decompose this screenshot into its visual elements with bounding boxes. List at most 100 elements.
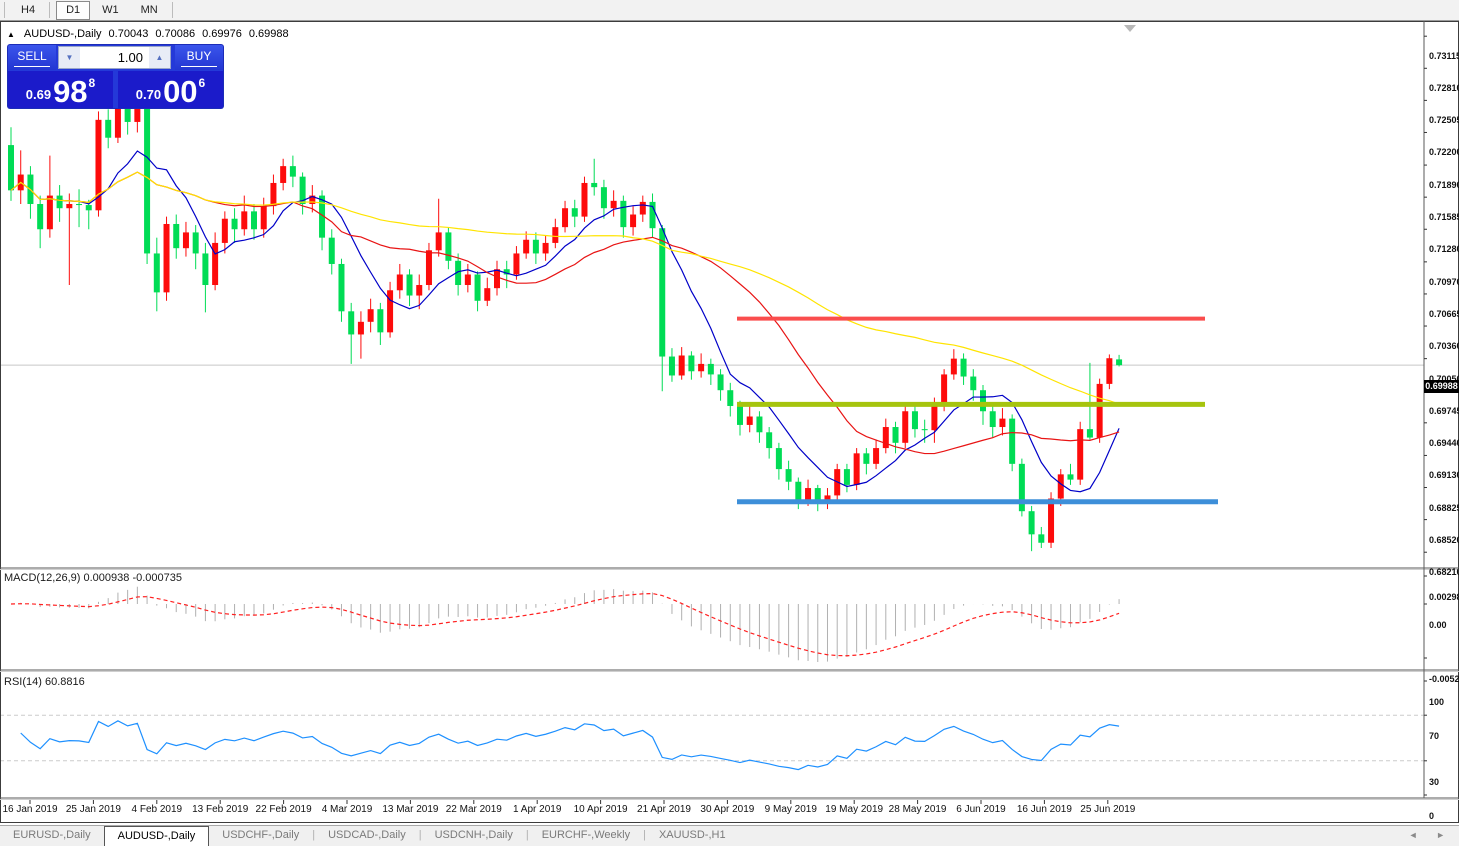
rsi-axis-label: 100: [1429, 697, 1445, 707]
moving-average-line: [10, 171, 1120, 405]
date-axis-label: 1 Apr 2019: [513, 804, 562, 815]
chart-tab-eurusd[interactable]: EURUSD-,Daily: [13, 829, 91, 841]
chart-border: [0, 21, 1459, 823]
buy-price-base: 0.70: [135, 87, 162, 102]
price-axis-label: 0.71890: [1429, 180, 1459, 191]
date-axis-label: 25 Jun 2019: [1080, 804, 1136, 815]
tab-separator: |: [418, 829, 422, 841]
chart-tab-bar: EURUSD-,Daily AUDUSD-,Daily USDCHF-,Daily |…: [0, 825, 1459, 846]
date-axis-label: 21 Apr 2019: [637, 804, 691, 815]
sell-price-display[interactable]: 0.69 98 8: [8, 71, 113, 108]
rsi-axis-label: 70: [1429, 731, 1440, 742]
price-axis-label: 0.72200: [1429, 147, 1459, 158]
date-axis-label: 19 May 2019: [825, 804, 884, 815]
date-axis-label: 10 Apr 2019: [573, 804, 628, 815]
candles-layer: [8, 95, 1123, 552]
sell-price-base: 0.69: [25, 87, 52, 102]
rsi-axis-label: 0: [1429, 811, 1435, 821]
date-axis-label: 25 Jan 2019: [65, 804, 121, 815]
sell-button-label: SELL: [17, 49, 47, 63]
buy-price-big: 00: [163, 74, 198, 109]
macd-value: 0.000938: [83, 572, 130, 584]
price-axis-label: 0.70360: [1429, 341, 1459, 352]
price-axis-label: 0.69745: [1429, 405, 1459, 416]
chart-tab-usdchf[interactable]: USDCHF-,Daily: [222, 829, 300, 841]
rsi-name: RSI(14): [4, 676, 42, 688]
toolbar-separator: [4, 2, 5, 18]
scroll-to-end-marker[interactable]: [1124, 25, 1136, 32]
macd-axis-label: 0.002984: [1429, 592, 1459, 602]
date-axis-label: 13 Feb 2019: [192, 804, 249, 815]
ohlc-high: 0.70086: [155, 28, 196, 40]
price-axis-label: 0.72810: [1429, 83, 1459, 94]
tab-scroll-arrows[interactable]: ◄ ►: [1408, 830, 1453, 840]
price-axis-label: 0.71585: [1429, 212, 1459, 223]
sell-price-big: 98: [53, 74, 88, 109]
date-axis-label: 6 Jun 2019: [956, 804, 1006, 815]
macd-signal-value: -0.000735: [132, 572, 182, 584]
moving-average-line: [10, 150, 1120, 493]
price-axis-label: 0.68210: [1429, 567, 1459, 578]
date-axis-label: 22 Mar 2019: [445, 804, 502, 815]
tab-separator: |: [643, 829, 646, 841]
price-axis-label: 0.69130: [1429, 470, 1459, 481]
chart-tab-eurchf[interactable]: EURCHF-,Weekly: [541, 829, 631, 841]
chart-surface[interactable]: [0, 21, 1459, 825]
lot-decrease-button[interactable]: ▼: [59, 47, 80, 68]
sell-price-sup: 8: [88, 76, 96, 90]
date-axis-label: 30 Apr 2019: [700, 804, 755, 815]
price-axis-label: 0.71280: [1429, 244, 1459, 255]
one-click-trading-panel: SELL ▼ ▲ BUY 0.69 98 8 0.70: [8, 45, 223, 108]
date-axis-label: 28 May 2019: [888, 804, 947, 815]
macd-name: MACD(12,26,9): [4, 572, 81, 584]
tab-separator: |: [525, 829, 529, 841]
buy-price-display[interactable]: 0.70 00 6: [118, 71, 223, 108]
price-axis-label: 0.70050: [1429, 373, 1459, 384]
price-axis-label: 0.70665: [1429, 308, 1459, 319]
chart-tab-audusd[interactable]: AUDUSD-,Daily: [103, 826, 210, 846]
rsi-value: 60.8816: [44, 676, 85, 688]
sell-button[interactable]: SELL: [8, 45, 56, 70]
timeframe-button-mn[interactable]: MN: [140, 3, 158, 16]
ohlc-low: 0.69976: [202, 28, 242, 40]
symbol-title: AUDUSD-,Daily: [23, 28, 102, 40]
chart-tab-usdcad[interactable]: USDCAD-,Daily: [328, 829, 406, 841]
chart-region: ▲ AUDUSD-,Daily 0.70043 0.70086 0.69976 …: [0, 21, 1459, 825]
macd-pane: [10, 586, 1120, 662]
date-axis-label: 22 Feb 2019: [255, 804, 312, 815]
price-axis-label: 0.73115: [1429, 51, 1459, 62]
buy-button[interactable]: BUY: [175, 45, 223, 70]
macd-axis-label: 0.00: [1429, 620, 1447, 630]
timeframe-button-d1[interactable]: D1: [56, 0, 91, 20]
date-axis-label: 16 Jan 2019: [2, 804, 58, 815]
timeframe-toolbar: H4 D1 W1 MN: [0, 0, 1459, 21]
buy-underline: [181, 66, 217, 67]
toolbar-separator: [49, 2, 51, 18]
macd-label: MACD(12,26,9) 0.000938 -0.000735: [4, 572, 182, 584]
trade-panel-top-row: SELL ▼ ▲ BUY: [8, 45, 223, 70]
chart-tab-usdcnh[interactable]: USDCNH-,Daily: [434, 829, 513, 841]
bid-price-tag: 0.69988: [1424, 380, 1459, 394]
chart-tab-xauusd[interactable]: XAUUSD-,H1: [658, 829, 726, 841]
rsi-label: RSI(14) 60.8816: [4, 676, 85, 688]
ohlc-close: 0.69988: [248, 28, 289, 40]
macd-signal-line: [10, 592, 1120, 657]
timeframe-button-h4[interactable]: H4: [21, 3, 36, 16]
buy-button-label: BUY: [186, 49, 212, 63]
lot-increase-button[interactable]: ▲: [149, 47, 170, 68]
price-axis-label: 0.70970: [1429, 276, 1459, 287]
date-axis-label: 13 Mar 2019: [382, 804, 439, 815]
toolbar-separator: [171, 2, 173, 18]
lot-size-input[interactable]: [80, 47, 149, 68]
price-axis-label: 0.69440: [1429, 437, 1459, 448]
macd-axis-label: -0.005256: [1429, 674, 1459, 684]
price-axis-label: 0.72505: [1429, 115, 1459, 126]
timeframe-button-w1[interactable]: W1: [102, 3, 119, 16]
lot-size-control: ▼ ▲: [58, 46, 171, 69]
ohlc-open: 0.70043: [108, 28, 149, 40]
price-axis-label: 0.68520: [1429, 534, 1459, 545]
collapse-panel-icon[interactable]: ▲: [7, 29, 15, 39]
price-axis-label: 0.68825: [1429, 502, 1459, 513]
date-axis-label: 4 Mar 2019: [321, 804, 373, 815]
